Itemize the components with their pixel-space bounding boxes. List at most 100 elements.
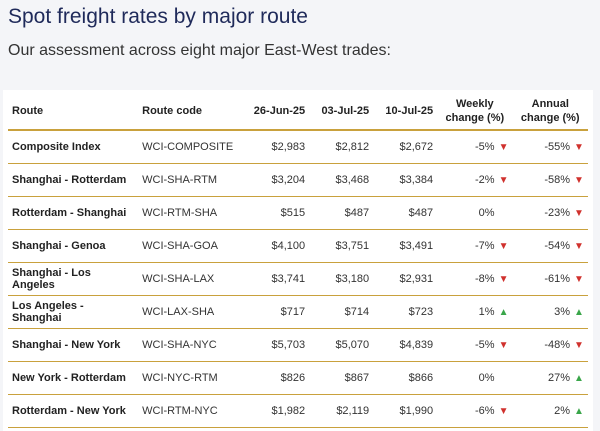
table-row: Rotterdam - New York WCI-RTM-NYC $1,982 $2,…: [8, 394, 588, 428]
up-triangle-icon: ▲: [498, 307, 509, 318]
table-row: Shanghai - Rotterdam WCI-SHA-RTM $3,204 $3,…: [8, 163, 588, 197]
weekly-change-cell-value: -6%: [474, 405, 495, 417]
table-row: Shanghai - Los Angeles WCI-SHA-LAX $3,741 $…: [8, 262, 588, 296]
route-code-cell: WCI-SHA-GOA: [138, 229, 246, 263]
down-triangle-icon: ▼: [498, 340, 509, 351]
rate-cell-date-3: $3,491: [373, 229, 438, 263]
header-route-code: Route code: [138, 93, 246, 131]
annual-change-cell: -54% ▼: [512, 229, 588, 263]
table-header-row: Route Route code 26-Jun-25 03-Jul-25 10-…: [8, 93, 588, 131]
annual-change-cell: 2% ▲: [512, 394, 588, 428]
weekly-change-cell-value: 0%: [478, 372, 495, 384]
route-cell: Composite Index: [8, 130, 139, 164]
annual-change-cell: 3% ▲: [512, 295, 588, 329]
down-triangle-icon: ▼: [498, 241, 509, 252]
rate-cell-date-3: $723: [373, 295, 438, 329]
up-triangle-icon: ▲: [574, 373, 584, 384]
table-row: Los Angeles - Shanghai WCI-LAX-SHA $717 $71…: [8, 295, 588, 329]
weekly-change-cell: -8% ▼: [437, 262, 513, 296]
down-triangle-icon: ▼: [574, 142, 584, 153]
rate-cell-date-1: $515: [245, 196, 310, 230]
annual-change-cell-value: 3%: [554, 306, 570, 318]
down-triangle-icon: ▼: [498, 274, 509, 285]
weekly-change-cell: -6% ▼: [437, 394, 513, 428]
header-route: Route: [8, 93, 139, 131]
header-date-3: 10-Jul-25: [373, 93, 438, 131]
route-code-cell: WCI-RTM-SHA: [138, 196, 246, 230]
rate-cell-date-3: $2,672: [373, 130, 438, 164]
rate-cell-date-3: $866: [373, 361, 438, 395]
rate-cell-date-3: $3,384: [373, 163, 438, 197]
rate-cell-date-3: $1,990: [373, 394, 438, 428]
route-cell: New York - Rotterdam: [8, 361, 139, 395]
rate-cell-date-2: $2,119: [309, 394, 374, 428]
annual-change-cell: -23% ▼: [512, 196, 588, 230]
rates-panel: Route Route code 26-Jun-25 03-Jul-25 10-…: [3, 90, 593, 431]
annual-change-cell-value: -61%: [544, 273, 570, 285]
annual-change-cell: -48% ▼: [512, 328, 588, 362]
rate-cell-date-1: $3,204: [245, 163, 310, 197]
header-date-1: 26-Jun-25: [245, 93, 310, 131]
annual-change-cell-value: -48%: [544, 339, 570, 351]
annual-change-cell: 27% ▲: [512, 361, 588, 395]
header-date-2: 03-Jul-25: [309, 93, 374, 131]
annual-change-cell: -55% ▼: [512, 130, 588, 164]
rate-cell-date-2: $3,468: [309, 163, 374, 197]
weekly-change-cell-value: -5%: [474, 339, 495, 351]
route-code-cell: WCI-LAX-SHA: [138, 295, 246, 329]
rate-cell-date-1: $4,100: [245, 229, 310, 263]
route-cell: Shanghai - Genoa: [8, 229, 139, 263]
annual-change-cell-value: -58%: [544, 174, 570, 186]
route-cell: Rotterdam - Shanghai: [8, 196, 139, 230]
up-triangle-icon: ▲: [574, 307, 584, 318]
table-row: Shanghai - Genoa WCI-SHA-GOA $4,100 $3,751 $…: [8, 229, 588, 263]
annual-change-cell-value: 2%: [554, 405, 570, 417]
annual-change-cell-value: -23%: [544, 207, 570, 219]
header-weekly-change: Weekly change (%): [437, 93, 513, 131]
down-triangle-icon: ▼: [574, 241, 584, 252]
rate-cell-date-3: $487: [373, 196, 438, 230]
table-row: New York - Rotterdam WCI-NYC-RTM $826 $867 $…: [8, 361, 588, 395]
down-triangle-icon: ▼: [498, 406, 509, 417]
page-title: Spot freight rates by major route: [8, 5, 308, 28]
down-triangle-icon: ▼: [498, 142, 509, 153]
route-code-cell: WCI-SHA-NYC: [138, 328, 246, 362]
annual-change-cell: -58% ▼: [512, 163, 588, 197]
weekly-change-cell: -7% ▼: [437, 229, 513, 263]
rate-cell-date-2: $487: [309, 196, 374, 230]
route-cell: Shanghai - Los Angeles: [8, 262, 139, 296]
weekly-change-cell-value: -2%: [474, 174, 495, 186]
weekly-change-cell: 0%: [437, 361, 513, 395]
route-cell: Rotterdam - New York: [8, 394, 139, 428]
weekly-change-cell-value: 0%: [478, 207, 495, 219]
rate-cell-date-2: $2,812: [309, 130, 374, 164]
route-cell: Los Angeles - Shanghai: [8, 295, 139, 329]
route-code-cell: WCI-RTM-NYC: [138, 394, 246, 428]
annual-change-cell-value: -55%: [544, 141, 570, 153]
weekly-change-cell-value: -5%: [474, 141, 495, 153]
route-cell: Shanghai - New York: [8, 328, 139, 362]
weekly-change-cell: -5% ▼: [437, 130, 513, 164]
down-triangle-icon: ▼: [574, 340, 584, 351]
down-triangle-icon: ▼: [574, 208, 584, 219]
rate-cell-date-1: $1,982: [245, 394, 310, 428]
rate-cell-date-1: $717: [245, 295, 310, 329]
annual-change-cell-value: 27%: [547, 372, 570, 384]
rate-cell-date-2: $3,751: [309, 229, 374, 263]
weekly-change-cell-value: -8%: [474, 273, 495, 285]
table-row: Rotterdam - Shanghai WCI-RTM-SHA $515 $487 $…: [8, 196, 588, 230]
down-triangle-icon: ▼: [498, 175, 509, 186]
weekly-change-cell: 1% ▲: [437, 295, 513, 329]
weekly-change-cell: -5% ▼: [437, 328, 513, 362]
annual-change-cell-value: -54%: [544, 240, 570, 252]
table-row: Shanghai - New York WCI-SHA-NYC $5,703 $5,0…: [8, 328, 588, 362]
rate-cell-date-2: $867: [309, 361, 374, 395]
route-code-cell: WCI-SHA-LAX: [138, 262, 246, 296]
rate-cell-date-2: $714: [309, 295, 374, 329]
rate-cell-date-3: $4,839: [373, 328, 438, 362]
header-annual-change: Annual change (%): [512, 93, 588, 131]
route-code-cell: WCI-SHA-RTM: [138, 163, 246, 197]
weekly-change-cell: -2% ▼: [437, 163, 513, 197]
rate-cell-date-1: $826: [245, 361, 310, 395]
down-triangle-icon: ▼: [574, 175, 584, 186]
